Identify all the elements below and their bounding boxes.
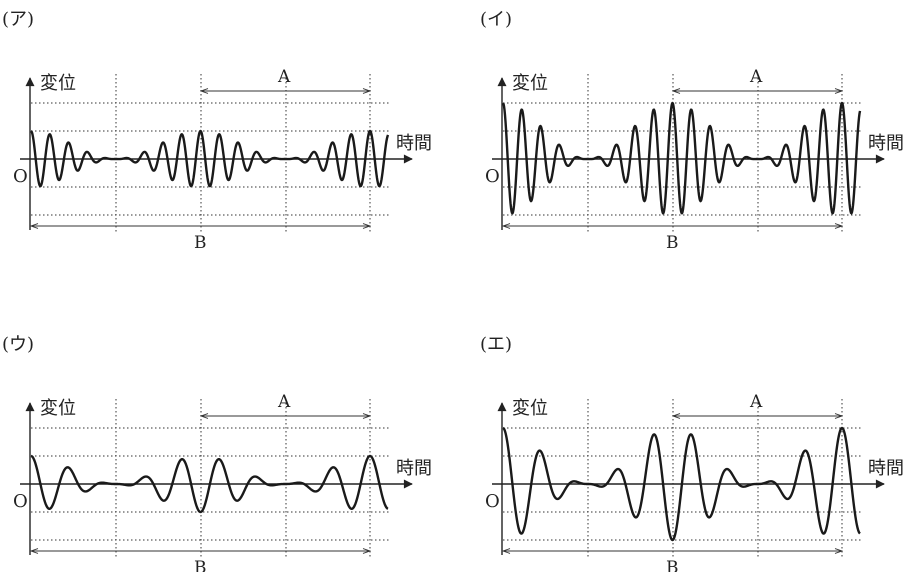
dimension-b-label: B [194, 233, 207, 253]
panel-c: (ウ) 変位 時間 O A B [2, 334, 432, 572]
panel-a: (ア) 変位 時間 O A B [2, 9, 432, 253]
x-axis-label: 時間 [396, 458, 432, 479]
panel-label: (ウ) [2, 334, 34, 355]
origin-label: O [13, 166, 28, 187]
waveform [501, 101, 862, 215]
x-axis-label: 時間 [396, 133, 432, 154]
axes [492, 402, 885, 555]
x-axis-label: 時間 [868, 133, 904, 154]
y-axis-label: 変位 [40, 73, 76, 94]
y-axis-label: 変位 [512, 398, 548, 419]
x-axis-label: 時間 [868, 458, 904, 479]
waveform [502, 426, 861, 542]
dimension-a-label: A [277, 392, 291, 412]
origin-label: O [485, 491, 500, 512]
panel-label: (ア) [2, 9, 34, 30]
waveform [30, 454, 389, 514]
dimension-b-label: B [194, 558, 207, 572]
axes [20, 402, 413, 555]
dimension-a-label: A [749, 67, 763, 87]
panel-b: (イ) 変位 時間 O A B [480, 9, 904, 253]
dimension-a-label: A [749, 392, 763, 412]
dimension-b-label: B [666, 558, 679, 572]
dimension-a-label: A [277, 67, 291, 87]
origin-label: O [485, 166, 500, 187]
panel-d: (エ) 変位 時間 O A B [480, 334, 904, 572]
y-axis-label: 変位 [512, 73, 548, 94]
panel-label: (エ) [480, 334, 512, 355]
dimension-b-label: B [666, 233, 679, 253]
waveform [30, 129, 390, 188]
y-axis-label: 変位 [40, 398, 76, 419]
panel-label: (イ) [480, 9, 512, 30]
origin-label: O [13, 491, 28, 512]
